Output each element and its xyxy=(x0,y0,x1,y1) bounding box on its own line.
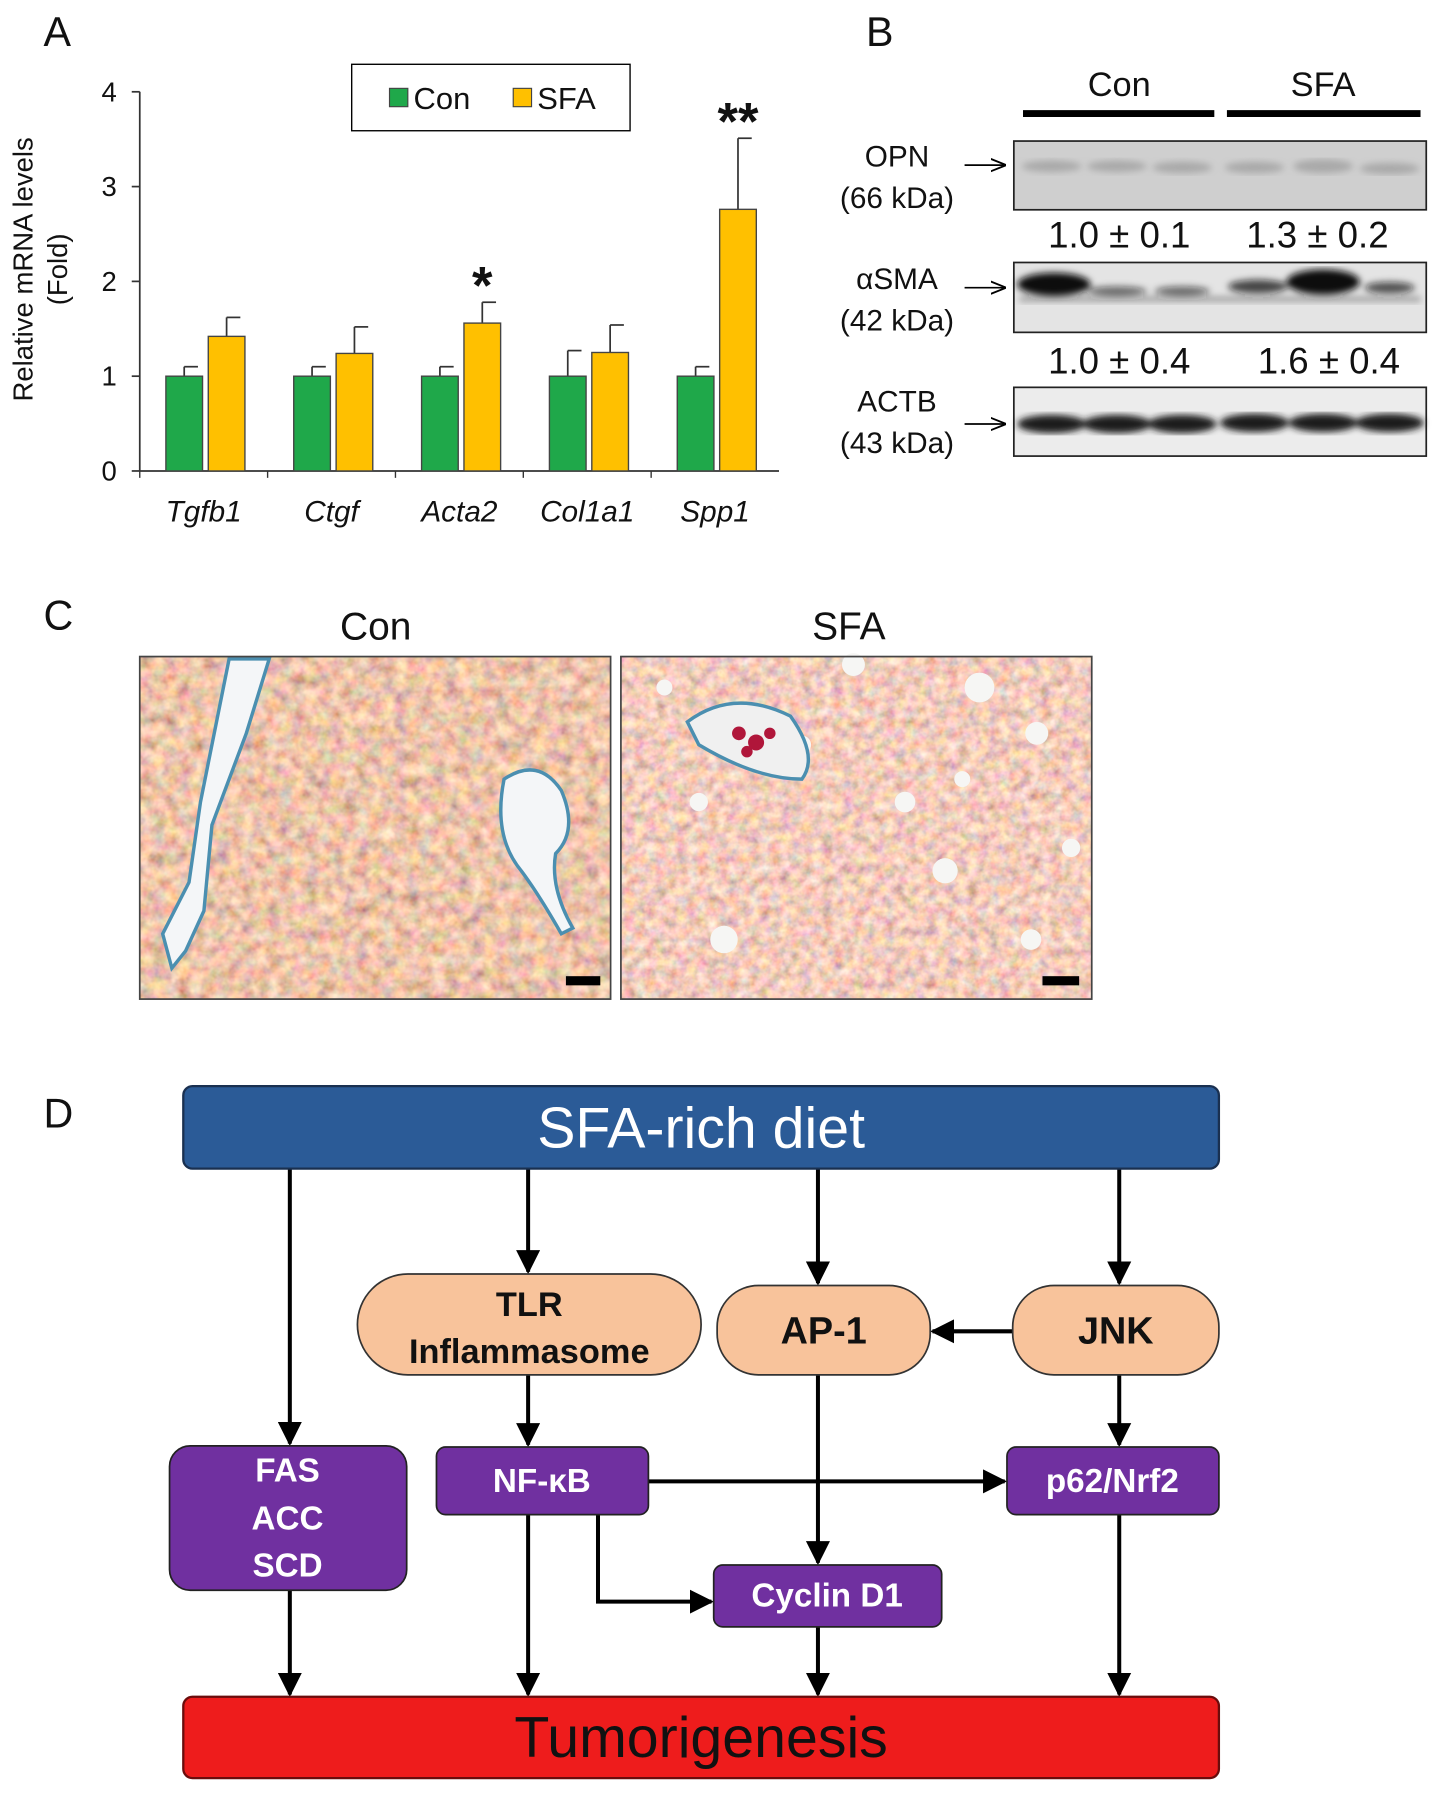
scale-bar xyxy=(1042,976,1080,986)
bar xyxy=(718,208,758,472)
bar xyxy=(548,375,587,472)
vessel xyxy=(685,701,810,781)
node-label: NF-κB xyxy=(493,1463,591,1500)
blot-image xyxy=(1012,140,1428,211)
node-box xyxy=(712,1564,943,1628)
x-tick-label: Acta2 xyxy=(419,496,498,529)
significance: ** xyxy=(717,93,759,152)
node-label: TLR xyxy=(496,1286,563,1324)
tissue-image xyxy=(620,656,1092,1000)
y-tick-label: 3 xyxy=(102,171,117,202)
protein-label: ACTB xyxy=(857,386,936,419)
fat-droplets xyxy=(656,653,1081,954)
y-tick-label: 4 xyxy=(102,76,117,107)
bar xyxy=(335,352,374,472)
diagram: SFA-rich diet TLR Inflammasome AP-1 JNK … xyxy=(168,1085,1221,1780)
western-blot: Con SFA OPN (66 kDa) 1.0 ± 0.1 1.3 ± 0.2… xyxy=(840,66,1428,460)
bar xyxy=(463,322,502,472)
node-label: p62/Nrf2 xyxy=(1046,1463,1179,1500)
legend-swatch xyxy=(388,87,409,108)
protein-label: αSMA xyxy=(856,263,938,296)
significance: * xyxy=(472,257,493,316)
red-cells xyxy=(732,726,776,758)
y-axis-label: Relative mRNA levels xyxy=(7,137,38,401)
panel-label: C xyxy=(44,592,74,638)
vessel xyxy=(499,768,576,937)
panel-label: A xyxy=(44,9,72,55)
arrows xyxy=(277,1168,1132,1697)
bands xyxy=(1017,269,1421,302)
node-box xyxy=(1006,1446,1220,1516)
quantification: 1.6 ± 0.4 xyxy=(1258,341,1400,382)
x-tick-label: Spp1 xyxy=(680,496,750,529)
x-tick-label: Ctgf xyxy=(304,496,361,529)
protein-size: (43 kDa) xyxy=(840,427,954,460)
y-tick-label: 1 xyxy=(102,361,117,392)
quantification: 1.3 ± 0.2 xyxy=(1246,214,1388,255)
node-label: JNK xyxy=(1078,1310,1154,1352)
histology: Con SFA xyxy=(138,605,1093,1000)
node-label: Inflammasome xyxy=(409,1333,650,1371)
node-box xyxy=(1011,1284,1220,1376)
node-label: AP-1 xyxy=(781,1310,867,1352)
protein-size: (66 kDa) xyxy=(840,182,954,215)
group-label: SFA xyxy=(1291,66,1356,104)
image-border xyxy=(620,655,1093,1000)
bar xyxy=(207,335,246,472)
node-box xyxy=(182,1085,1221,1170)
bands xyxy=(1017,413,1424,434)
panel-label: D xyxy=(44,1091,74,1137)
node-box xyxy=(356,1273,702,1376)
node-box xyxy=(435,1446,650,1516)
node-box xyxy=(182,1695,1221,1780)
bar xyxy=(420,375,459,472)
y-axis-label: (Fold) xyxy=(42,233,73,305)
node-label: Tumorigenesis xyxy=(514,1706,887,1770)
group-label: Con xyxy=(1088,66,1151,104)
y-tick-label: 2 xyxy=(102,266,117,297)
image-border xyxy=(138,655,612,1000)
bar xyxy=(676,375,715,472)
quantification: 1.0 ± 0.1 xyxy=(1048,214,1190,255)
node-label: SCD xyxy=(252,1548,322,1585)
panel-label: B xyxy=(866,9,894,55)
node-label: ACC xyxy=(252,1501,324,1538)
y-tick-label: 0 xyxy=(102,455,117,486)
image-title: Con xyxy=(340,605,411,648)
scale-bar xyxy=(565,976,601,986)
protein-size: (42 kDa) xyxy=(840,304,954,337)
image-title: SFA xyxy=(812,605,886,648)
legend-label: SFA xyxy=(537,81,596,116)
bar xyxy=(293,375,332,472)
bands xyxy=(1021,159,1420,175)
node-label: Cyclin D1 xyxy=(751,1577,902,1614)
bar xyxy=(591,351,630,472)
bar-chart: Relative mRNA levels (Fold) 0 1 2 3 4 Tgfb1 Ct… xyxy=(7,63,779,529)
x-tick-label: Col1a1 xyxy=(540,496,634,529)
x-tick-label: Tgfb1 xyxy=(166,496,242,529)
legend-swatch xyxy=(512,87,533,108)
protein-label: OPN xyxy=(865,141,930,174)
vessel xyxy=(160,657,272,972)
node-label: SFA-rich diet xyxy=(537,1097,865,1161)
node-box xyxy=(716,1284,932,1376)
quantification: 1.0 ± 0.4 xyxy=(1048,341,1190,382)
node-label: FAS xyxy=(255,1453,320,1490)
node-box xyxy=(168,1445,408,1592)
bar xyxy=(165,375,204,472)
legend-label: Con xyxy=(414,81,471,116)
